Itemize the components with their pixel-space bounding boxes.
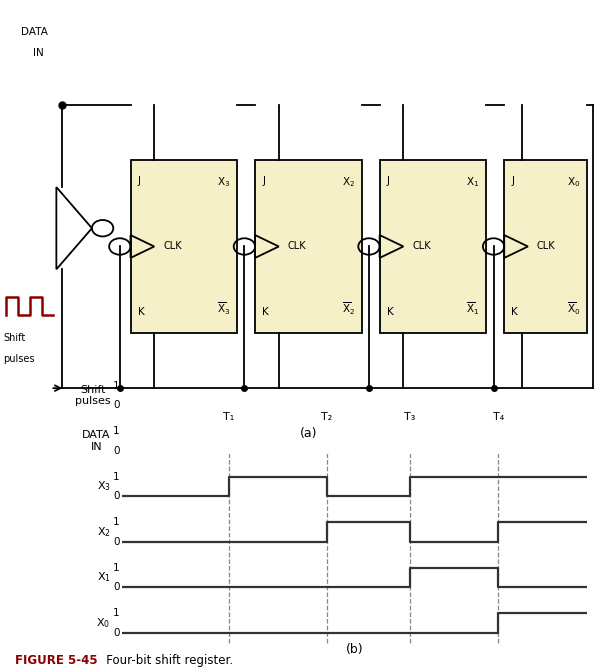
Text: 1: 1: [113, 472, 120, 482]
Text: CLK: CLK: [412, 241, 431, 251]
Text: 0: 0: [114, 628, 120, 638]
Text: FIGURE 5-45: FIGURE 5-45: [15, 654, 98, 667]
Bar: [504, 160, 587, 333]
Text: DATA: DATA: [21, 27, 48, 37]
Text: K: K: [262, 307, 269, 317]
Text: 1: 1: [113, 426, 120, 436]
Text: X$_0$: X$_0$: [97, 616, 111, 630]
Bar: [131, 160, 237, 333]
Text: (b): (b): [346, 643, 363, 657]
Text: 0: 0: [114, 401, 120, 411]
Text: K: K: [387, 307, 393, 317]
Text: X$_2$: X$_2$: [342, 175, 355, 190]
Circle shape: [92, 220, 113, 237]
Text: X$_2$: X$_2$: [97, 525, 111, 539]
Bar: [379, 160, 486, 333]
Text: 1: 1: [113, 380, 120, 390]
Bar: [255, 160, 362, 333]
Text: J: J: [262, 175, 265, 185]
Text: IN: IN: [32, 48, 43, 58]
Text: Shift: Shift: [3, 333, 25, 343]
Text: 0: 0: [114, 537, 120, 547]
Text: pulses: pulses: [3, 354, 34, 364]
Text: $\mathdefault{\overline{X}_3}$: $\mathdefault{\overline{X}_3}$: [217, 301, 230, 317]
Text: Shift
pulses: Shift pulses: [75, 385, 111, 407]
Text: T₃: T₃: [404, 412, 416, 422]
Text: T₂: T₂: [321, 412, 332, 422]
Text: X$_1$: X$_1$: [97, 571, 111, 585]
Text: X$_3$: X$_3$: [97, 480, 111, 493]
Text: 1: 1: [113, 608, 120, 618]
Text: J: J: [511, 175, 514, 185]
Text: 0: 0: [114, 583, 120, 592]
Text: Four-bit shift register.: Four-bit shift register.: [95, 654, 233, 667]
Text: CLK: CLK: [537, 241, 555, 251]
Text: (a): (a): [300, 427, 317, 440]
Text: 0: 0: [114, 446, 120, 456]
Text: 0: 0: [114, 491, 120, 501]
Text: CLK: CLK: [163, 241, 181, 251]
Text: J: J: [137, 175, 141, 185]
Text: DATA
IN: DATA IN: [82, 430, 111, 452]
Text: K: K: [137, 307, 144, 317]
Text: CLK: CLK: [288, 241, 306, 251]
Text: X$_1$: X$_1$: [466, 175, 479, 190]
Text: $\mathdefault{\overline{X}_0}$: $\mathdefault{\overline{X}_0}$: [567, 301, 580, 317]
Text: $\mathdefault{\overline{X}_1}$: $\mathdefault{\overline{X}_1}$: [466, 301, 479, 317]
Text: X$_3$: X$_3$: [217, 175, 230, 190]
Text: 1: 1: [113, 562, 120, 573]
Text: J: J: [387, 175, 390, 185]
Text: K: K: [511, 307, 518, 317]
Text: X$_0$: X$_0$: [567, 175, 580, 190]
Text: T₁: T₁: [224, 412, 235, 422]
Text: T₄: T₄: [492, 412, 504, 422]
Text: 1: 1: [113, 517, 120, 527]
Text: $\mathdefault{\overline{X}_2}$: $\mathdefault{\overline{X}_2}$: [342, 301, 355, 317]
Polygon shape: [56, 187, 92, 269]
